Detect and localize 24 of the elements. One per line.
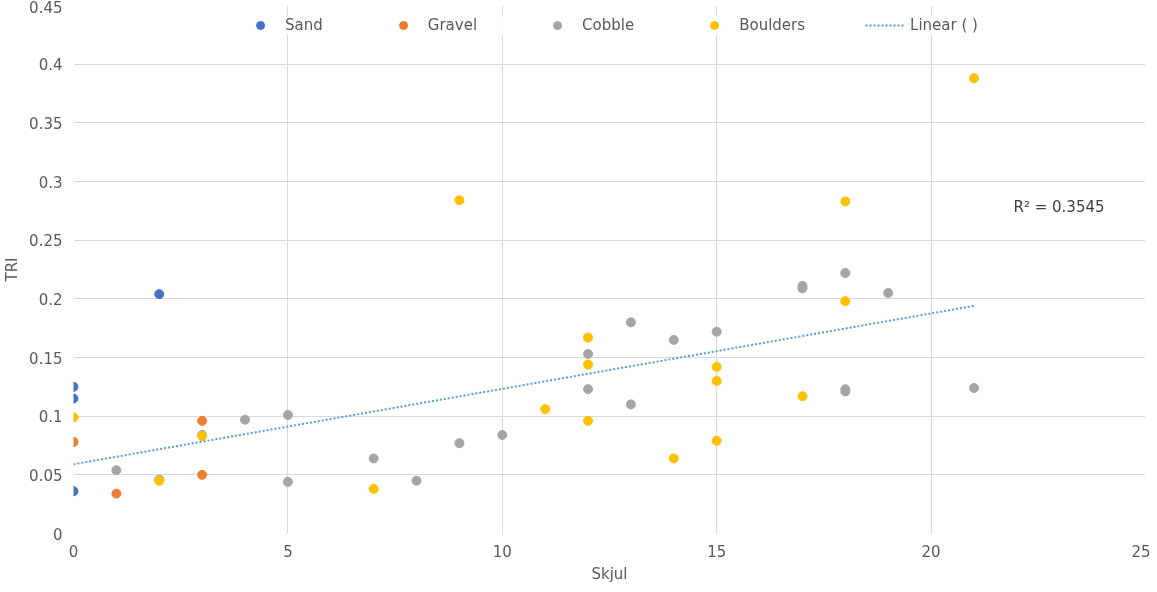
annotation: R² = 0.3545 — [1013, 197, 1105, 216]
y-tick-label: 0.35 — [29, 114, 63, 133]
y-tick-label: 0 — [52, 525, 63, 544]
legend-label: Linear ( ) — [910, 16, 978, 34]
x-tick-label: 25 — [1131, 542, 1151, 561]
x-tick-label: 10 — [492, 542, 512, 561]
y-tick-label: 0.25 — [29, 232, 63, 251]
legend-label: Boulders — [739, 16, 806, 34]
y-tick-label: 0.3 — [38, 173, 63, 192]
x-axis-title: Skjul — [591, 564, 628, 583]
y-tick-label: 0.45 — [29, 0, 63, 17]
legend-label: Sand — [285, 16, 323, 34]
y-tick-label: 0.1 — [38, 408, 63, 427]
x-tick-label: 15 — [707, 542, 727, 561]
x-tick-label: 0 — [68, 542, 79, 561]
legend-label: Gravel — [427, 16, 478, 34]
y-tick-label: 0.15 — [29, 349, 63, 368]
legend-label: Cobble — [582, 16, 635, 34]
y-axis-title: TRI — [3, 257, 22, 283]
x-tick-label: 5 — [283, 542, 293, 561]
y-tick-label: 0.2 — [38, 290, 63, 309]
y-tick-label: 0.05 — [29, 466, 63, 485]
y-tick-label: 0.4 — [38, 56, 63, 75]
x-tick-label: 20 — [921, 542, 941, 561]
